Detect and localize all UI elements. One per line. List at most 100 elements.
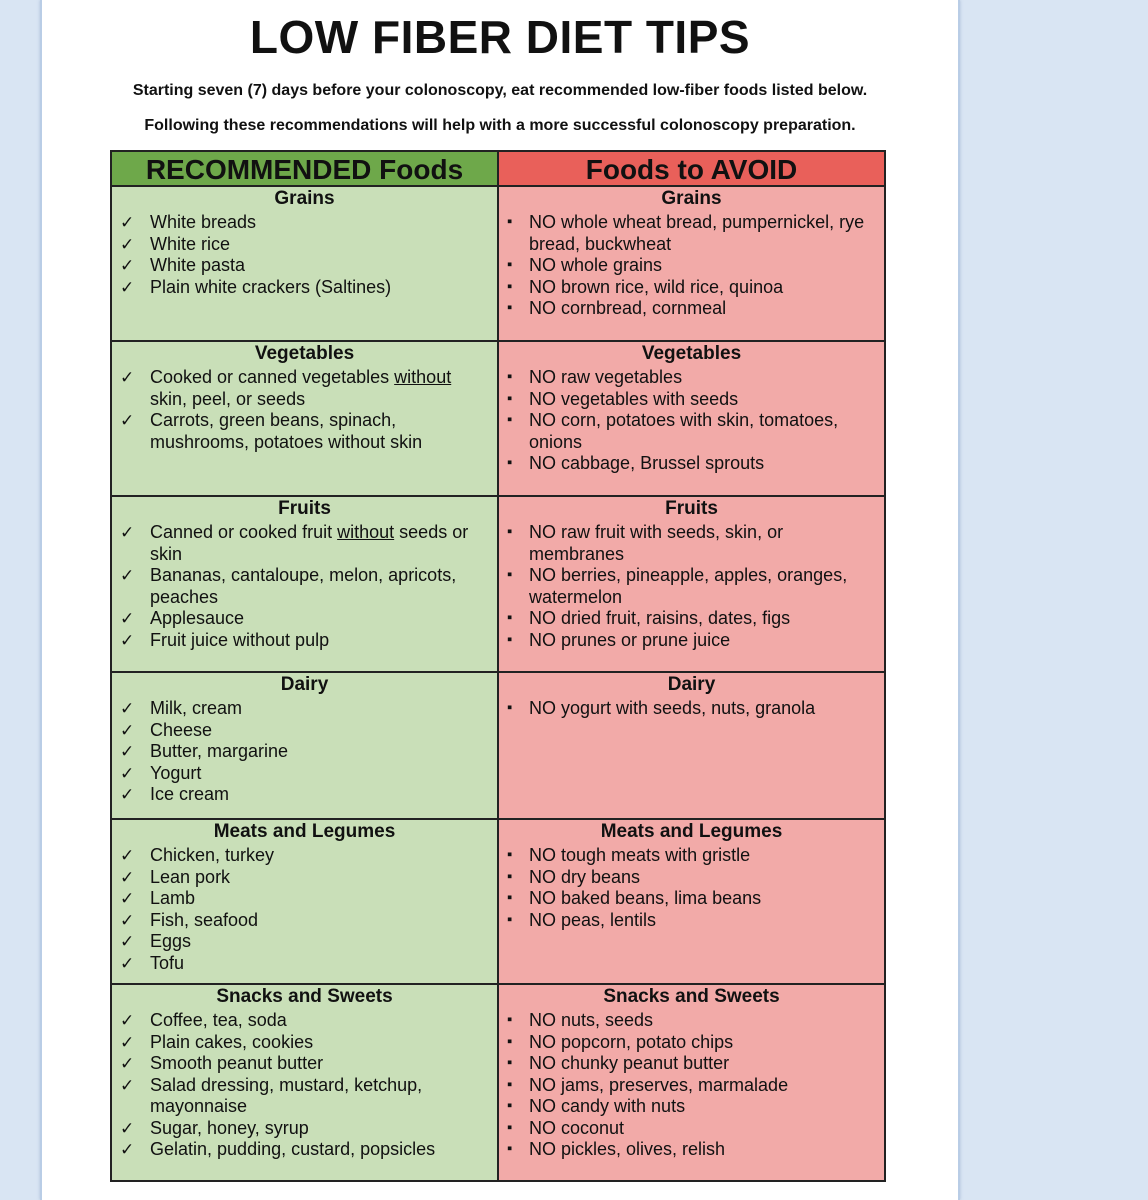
bullet-icon: ▪ <box>507 1011 513 1028</box>
category-heading: Grains <box>274 188 335 209</box>
avoid-list: ▪ NO tough meats with gristle ▪ NO dry bean… <box>499 845 884 931</box>
check-icon: ✓ <box>120 1075 135 1095</box>
list-item: ✓ Chicken, turkey <box>112 845 497 867</box>
item-text: Ice cream <box>150 784 230 804</box>
item-text: NO prunes or prune juice <box>529 629 731 650</box>
category-heading: Vegetables <box>254 343 355 364</box>
check-icon: ✓ <box>120 1011 135 1030</box>
bullet-icon: ▪ <box>507 256 513 273</box>
item-text: Lean pork <box>150 866 231 887</box>
list-item: ▪ NO pickles, olives, relish <box>499 1139 884 1161</box>
list-item: ✓ Coffee, tea, soda <box>112 1010 497 1032</box>
list-item: ▪ NO jams, preserves, marmalade <box>499 1075 884 1097</box>
list-item: ▪ NO whole grains <box>499 255 884 277</box>
list-item: ▪ NO tough meats with gristle <box>499 845 884 867</box>
item-text: Fish, seafood <box>150 909 259 930</box>
check-icon: ✓ <box>120 234 135 254</box>
category-heading: Meats and Legumes <box>600 821 783 842</box>
document-title: LOW FIBER DIET TIPS <box>249 11 751 63</box>
list-item: ✓ Fish, seafood <box>112 910 497 932</box>
check-icon: ✓ <box>120 609 135 628</box>
check-icon: ✓ <box>120 889 135 908</box>
bullet-icon: ▪ <box>507 1140 513 1157</box>
list-item: ▪ NO nuts, seeds <box>499 1010 884 1032</box>
bullet-icon: ▪ <box>507 1054 513 1071</box>
item-text: NO nuts, seeds <box>529 1010 654 1030</box>
item-text: Gelatin, pudding, custard, popsicles <box>150 1139 436 1159</box>
list-item: ✓ Yogurt <box>112 763 497 785</box>
item-text: NO vegetables with seeds <box>529 388 739 409</box>
recommended-list: ✓ Cooked or canned vegetables without ski… <box>112 367 497 453</box>
bullet-icon: ▪ <box>507 1032 513 1050</box>
bullet-icon: ▪ <box>507 566 513 583</box>
underlined-word: without <box>337 522 395 542</box>
list-item: ▪ NO berries, pineapple, apples, oranges,… <box>499 565 884 608</box>
list-item: ▪ NO vegetables with seeds <box>499 389 884 411</box>
item-text: NO coconut <box>529 1117 625 1138</box>
item-text: Fruit juice without pulp <box>150 629 330 650</box>
instructions-line-1: Starting seven (7) days before your colo… <box>132 82 868 99</box>
category-heading: Grains <box>661 188 722 209</box>
check-icon: ✓ <box>120 213 135 232</box>
item-text: Eggs <box>150 931 192 951</box>
bullet-icon: ▪ <box>507 867 513 885</box>
list-item: ✓ Lean pork <box>112 867 497 889</box>
list-item: ✓ Cooked or canned vegetables without ski… <box>112 367 497 410</box>
item-text: Milk, cream <box>150 698 243 718</box>
item-text: NO corn, potatoes with skin, tomatoes, o… <box>529 410 839 452</box>
bullet-icon: ▪ <box>507 368 513 385</box>
recommended-list: ✓ Canned or cooked fruit without seeds or… <box>112 522 497 651</box>
check-icon: ✓ <box>120 523 135 542</box>
list-item: ▪ NO popcorn, potato chips <box>499 1032 884 1054</box>
recommended-list: ✓ Milk, cream ✓ Cheese ✓ Butter, margarine ✓ Yo… <box>112 698 497 806</box>
item-text: NO yogurt with seeds, nuts, granola <box>529 698 816 718</box>
list-item: ✓ White rice <box>112 234 497 256</box>
list-item: ✓ Cheese <box>112 720 497 742</box>
list-item: ▪ NO brown rice, wild rice, quinoa <box>499 277 884 299</box>
bullet-icon: ▪ <box>507 213 513 230</box>
category-heading: Fruits <box>665 498 718 519</box>
recommended-grains-cell: Grains ✓ White breads ✓ White rice ✓ White pas… <box>112 187 499 342</box>
item-text: Chicken, turkey <box>150 845 275 865</box>
item-text: Bananas, cantaloupe, melon, apricots, pe… <box>150 565 457 607</box>
item-text: White pasta <box>150 255 246 275</box>
list-item: ✓ White pasta <box>112 255 497 277</box>
check-icon: ✓ <box>120 699 135 718</box>
item-text: Canned or cooked fruit <box>150 522 338 542</box>
list-item: ✓ Ice cream <box>112 784 497 806</box>
recommended-list: ✓ Chicken, turkey ✓ Lean pork ✓ Lamb ✓ Fish, se… <box>112 845 497 974</box>
bullet-icon: ▪ <box>507 277 513 295</box>
list-item: ✓ White breads <box>112 212 497 234</box>
bullet-icon: ▪ <box>507 523 513 540</box>
avoid-snacks-and-sweets-cell: Snacks and Sweets ▪ NO nuts, seeds ▪ NO popc… <box>499 985 884 1180</box>
list-item: ✓ Butter, margarine <box>112 741 497 763</box>
avoid-fruits-cell: Fruits ▪ NO raw fruit with seeds, skin, or… <box>499 497 884 673</box>
item-text: Cooked or canned vegetables <box>150 367 395 387</box>
item-text: Sugar, honey, syrup <box>150 1117 309 1138</box>
recommended-vegetables-cell: Vegetables ✓ Cooked or canned vegetables w… <box>112 342 499 497</box>
bullet-icon: ▪ <box>507 889 513 906</box>
category-heading: Snacks and Sweets <box>216 986 393 1007</box>
item-text: NO peas, lentils <box>529 909 657 930</box>
check-icon: ✓ <box>120 256 135 275</box>
category-heading: Meats and Legumes <box>213 821 396 842</box>
avoid-list: ▪ NO raw fruit with seeds, skin, or membr… <box>499 522 884 651</box>
check-icon: ✓ <box>120 720 135 740</box>
item-text: NO dry beans <box>529 866 641 887</box>
check-icon: ✓ <box>120 277 135 297</box>
list-item: ✓ Bananas, cantaloupe, melon, apricots, p… <box>112 565 497 608</box>
check-icon: ✓ <box>120 932 135 951</box>
list-item: ✓ Smooth peanut butter <box>112 1053 497 1075</box>
avoid-dairy-cell: Dairy ▪ NO yogurt with seeds, nuts, granol… <box>499 673 884 820</box>
list-item: ✓ Sugar, honey, syrup <box>112 1118 497 1140</box>
item-text: NO baked beans, lima beans <box>529 888 762 908</box>
list-item: ▪ NO cornbread, cornmeal <box>499 298 884 320</box>
list-item: ▪ NO baked beans, lima beans <box>499 888 884 910</box>
diet-table: RECOMMENDED Foods Foods to AVOID Grains ✓… <box>110 150 886 1182</box>
avoid-vegetables-cell: Vegetables ▪ NO raw vegetables ▪ NO vegetabl… <box>499 342 884 497</box>
item-text: White rice <box>150 233 231 254</box>
avoid-list: ▪ NO nuts, seeds ▪ NO popcorn, potato chips… <box>499 1010 884 1161</box>
check-icon: ✓ <box>120 953 135 973</box>
bullet-icon: ▪ <box>507 1118 513 1136</box>
item-text: Tofu <box>150 952 185 973</box>
